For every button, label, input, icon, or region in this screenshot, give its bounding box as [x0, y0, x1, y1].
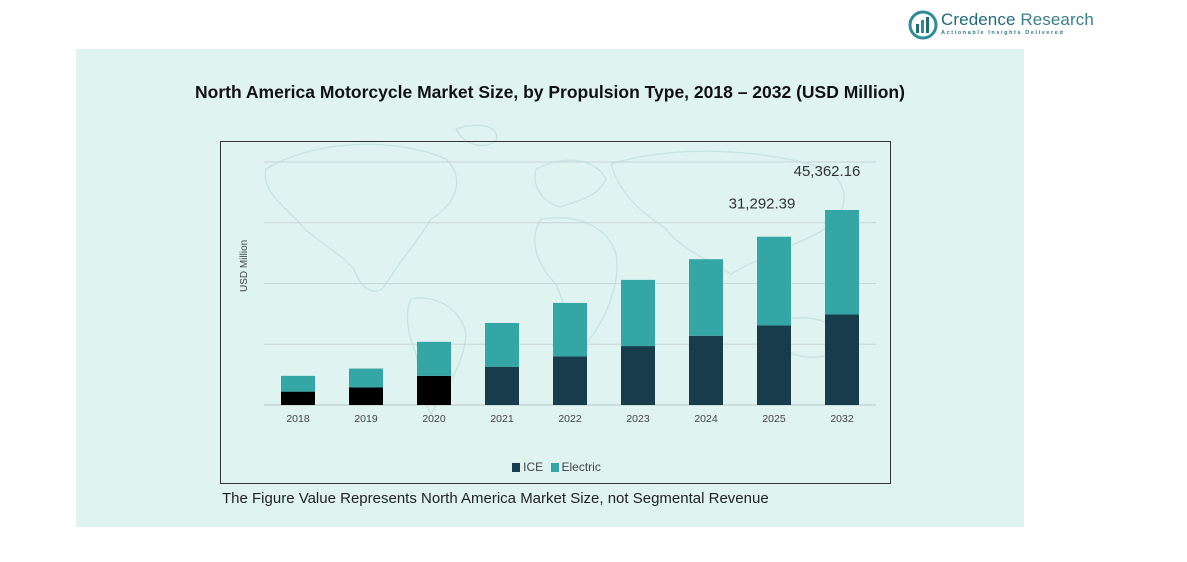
bar-ice-2019: [349, 387, 383, 405]
bar-ice-2018: [281, 391, 315, 405]
bar-electric-2023: [621, 279, 655, 347]
brand-name: Credence Research: [941, 10, 1094, 30]
bar-electric-2019: [349, 368, 383, 388]
x-tick-label: 2018: [286, 413, 310, 425]
x-tick-label: 2023: [626, 413, 650, 425]
stacked-bar-chart: 2018 2019 2020 2021 2022 2023 2024 2025 31,292.3…: [264, 161, 876, 425]
x-tick-label: 2032: [830, 413, 854, 425]
world-map-watermark: [264, 124, 847, 416]
legend-swatch-electric: [550, 463, 559, 472]
x-tick-label: 2021: [490, 413, 514, 425]
chart-title: North America Motorcycle Market Size, by…: [195, 82, 905, 102]
brand-name-part2: Research: [1020, 10, 1094, 29]
chart-legend: ICE Electric: [221, 460, 892, 474]
x-tick-label: 2022: [558, 413, 582, 425]
brand-name-part1: Credence: [941, 10, 1016, 29]
x-tick-label: 2019: [354, 413, 378, 425]
bar-ice-2032: [825, 314, 859, 405]
bar-ice-2024: [689, 335, 723, 405]
brand-logo: Credence Research Actionable Insights De…: [908, 9, 1098, 41]
chart-panel: North America Motorcycle Market Size, by…: [76, 49, 1024, 527]
bar-electric-2024: [689, 259, 723, 336]
chart-footnote: The Figure Value Represents North Americ…: [222, 490, 769, 507]
bar-electric-2025: [757, 236, 791, 326]
legend-item-electric: Electric: [550, 460, 601, 474]
bar-ice-2020: [417, 375, 451, 405]
credence-logo-icon: [908, 10, 938, 40]
brand-tagline: Actionable Insights Delivered: [941, 30, 1065, 36]
bar-electric-2022: [553, 302, 587, 357]
bar-electric-2018: [281, 375, 315, 392]
data-label: 45,362.16: [794, 163, 861, 180]
legend-swatch-ice: [512, 463, 521, 472]
bar-ice-2022: [553, 356, 587, 405]
x-tick-label: 2020: [422, 413, 446, 425]
bar-electric-2021: [485, 322, 519, 367]
x-tick-label: 2024: [694, 413, 718, 425]
legend-item-ice: ICE: [512, 460, 543, 474]
data-label: 31,292.39: [729, 196, 796, 213]
bar-ice-2025: [757, 325, 791, 405]
x-tick-label: 2025: [762, 413, 786, 425]
legend-label-electric: Electric: [561, 460, 601, 474]
bar-ice-2023: [621, 346, 655, 405]
chart-plot-area: USD Million 2018 2019 2020 2021 2022 2023 2024…: [220, 141, 891, 484]
legend-label-ice: ICE: [523, 460, 544, 474]
bar-electric-2032: [825, 209, 859, 315]
bar-electric-2020: [417, 341, 451, 376]
bar-ice-2021: [485, 366, 519, 405]
